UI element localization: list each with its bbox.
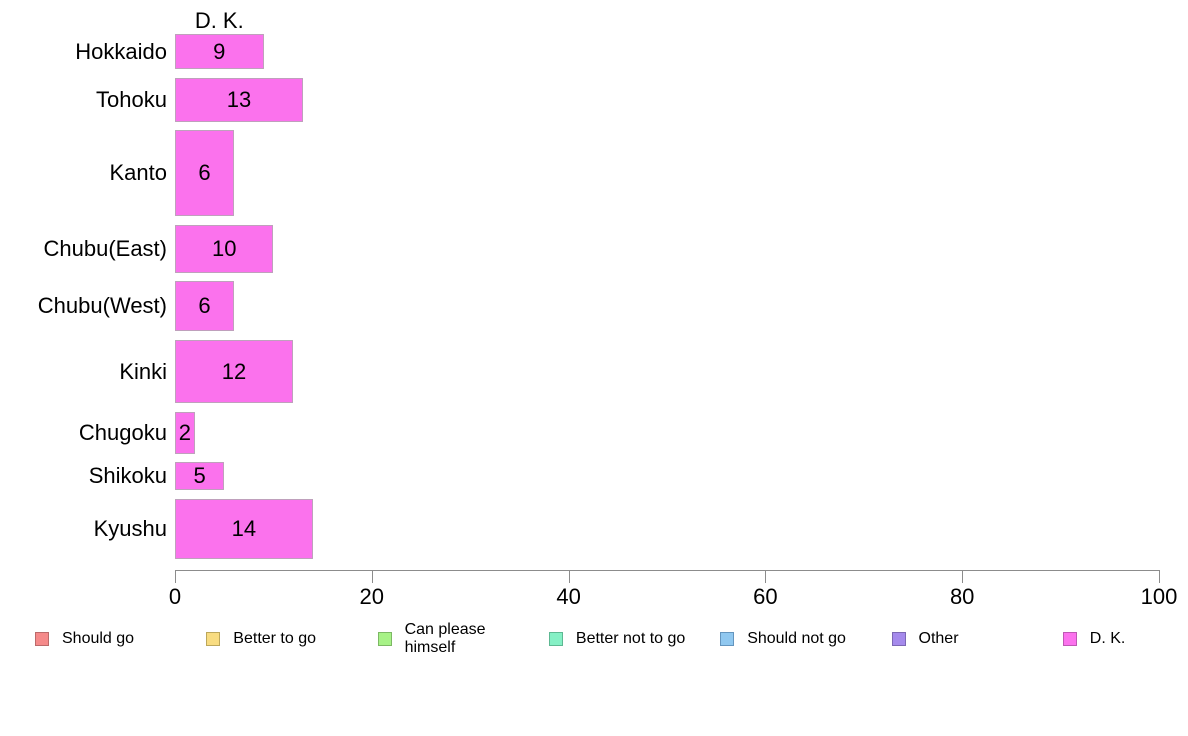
legend-item: Better not to go — [548, 630, 686, 648]
legend-swatch — [891, 632, 906, 646]
bar: 14 — [175, 498, 313, 559]
bar: 12 — [175, 340, 294, 403]
bar-value-label: 9 — [213, 38, 226, 64]
legend-swatch — [548, 632, 563, 646]
category-label: Chugoku — [78, 419, 167, 445]
x-axis-tick-label: 20 — [359, 584, 385, 609]
x-axis-tick — [765, 570, 767, 583]
x-axis-tick — [175, 570, 176, 583]
x-axis-tick-label: 60 — [753, 584, 778, 609]
bar-value-label: 13 — [226, 86, 252, 112]
legend-item-label: Better not to go — [575, 630, 686, 647]
legend-item: Can please himself — [377, 621, 486, 657]
bar: 13 — [175, 77, 303, 122]
bar-value-label: 5 — [193, 463, 206, 489]
legend-swatch — [35, 632, 49, 646]
category-label: Hokkaido — [75, 39, 167, 64]
x-axis-tick — [371, 570, 373, 583]
x-axis-tick — [962, 570, 964, 583]
bar: 9 — [175, 34, 264, 69]
legend-item: Other — [891, 630, 959, 648]
bar: 5 — [175, 462, 225, 491]
bar: 2 — [175, 411, 195, 454]
category-label: Kyushu — [93, 515, 167, 541]
legend-item-label: Better to go — [233, 630, 317, 647]
legend-item-label: Can please himself — [404, 621, 486, 656]
x-axis-tick-label: 100 — [1140, 584, 1178, 609]
bar-value-label: 12 — [221, 358, 247, 384]
bar-value-label: 6 — [198, 293, 211, 319]
category-label: Kinki — [119, 359, 167, 384]
legend-swatch — [206, 632, 221, 646]
bar: 6 — [175, 281, 235, 332]
legend-item: Better to go — [206, 630, 316, 648]
category-label: Chubu(East) — [43, 235, 167, 261]
legend-swatch — [377, 632, 392, 646]
x-axis-tick-label: 0 — [168, 584, 182, 609]
legend-item-label: Should go — [62, 630, 135, 647]
chart-title: D. K. — [194, 8, 244, 33]
bar: 6 — [175, 130, 235, 217]
x-axis-line — [175, 570, 1160, 571]
category-label: Chubu(West) — [37, 293, 167, 319]
x-axis-tick-label: 40 — [556, 584, 581, 609]
bar: 10 — [175, 224, 274, 273]
legend-item-label: Should not go — [747, 630, 846, 647]
bar-value-label: 2 — [178, 419, 191, 445]
category-label: Kanto — [109, 160, 168, 186]
bar-value-label: 10 — [211, 235, 237, 261]
legend-item-label: D. K. — [1089, 630, 1126, 647]
legend-swatch — [720, 632, 735, 646]
legend-swatch — [1062, 632, 1077, 646]
bar-value-label: 14 — [231, 515, 257, 541]
category-label: Shikoku — [88, 463, 167, 489]
x-axis-tick — [1159, 570, 1160, 583]
legend-item: Should not go — [720, 630, 846, 648]
bar-value-label: 6 — [198, 160, 211, 186]
x-axis-tick-label: 80 — [949, 584, 975, 609]
legend-item-label: Other — [918, 630, 959, 647]
category-label: Tohoku — [96, 86, 167, 112]
x-axis-tick — [568, 570, 570, 583]
legend-item: D. K. — [1062, 630, 1126, 648]
legend-item: Should go — [35, 630, 134, 648]
